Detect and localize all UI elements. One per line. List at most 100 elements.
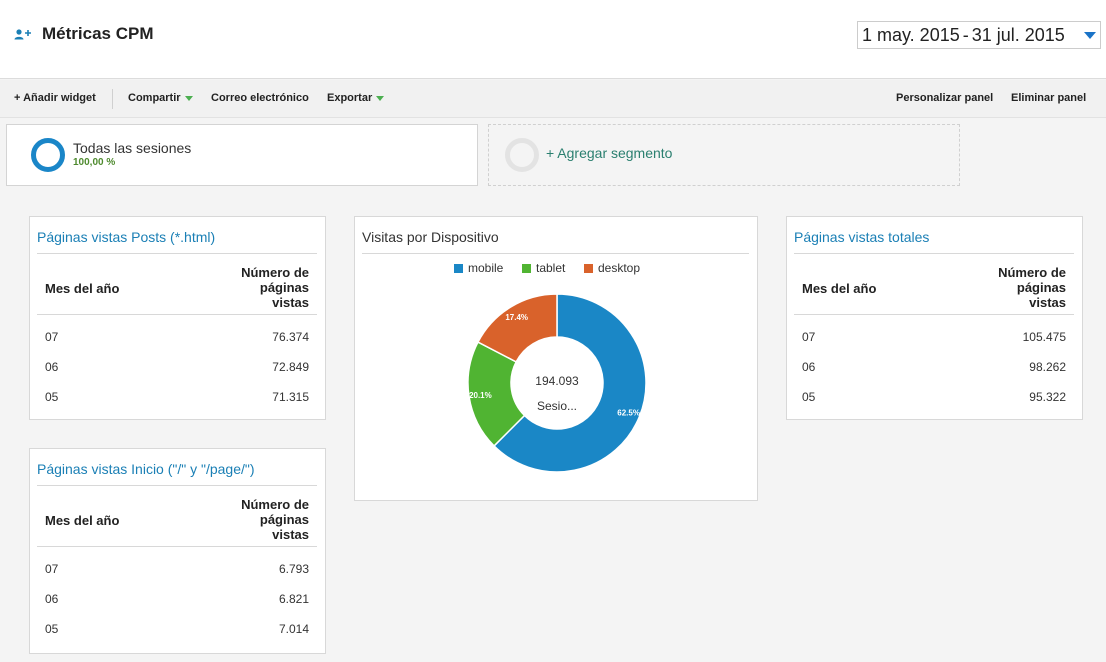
column-header-line: vistas [272, 527, 309, 542]
legend-item-mobile[interactable]: mobile [454, 261, 503, 275]
table-row: 06 98.262 [794, 352, 1074, 382]
date-start: 1 may. 2015 [862, 24, 960, 45]
device-donut-chart: 62.5% 20.1% 17.4% 194.093 Sesio... [467, 293, 647, 473]
widget-posts-pageviews: Páginas vistas Posts (*.html) Mes del añ… [29, 216, 326, 420]
legend-item-desktop[interactable]: desktop [584, 261, 640, 275]
donut-slice-label: 17.4% [505, 313, 528, 322]
chevron-down-icon [184, 95, 193, 101]
column-header-line: Número de [998, 265, 1066, 280]
cell-month: 05 [802, 390, 816, 404]
cell-value: 6.821 [278, 592, 309, 606]
column-header-line: páginas [1016, 280, 1066, 295]
column-header-month[interactable]: Mes del año [802, 281, 877, 296]
cell-value: 7.014 [278, 622, 309, 636]
cell-value: 76.374 [272, 330, 309, 344]
add-user-icon[interactable] [14, 27, 32, 41]
cell-month: 07 [802, 330, 816, 344]
share-label: Compartir [128, 92, 181, 104]
table-row: 07 105.475 [794, 322, 1074, 352]
share-menu-button[interactable]: Compartir [128, 92, 193, 104]
column-header-pageviews[interactable]: Número de páginas vistas [199, 265, 309, 310]
column-header-line: páginas [259, 512, 309, 527]
toolbar-divider [112, 89, 113, 109]
cell-month: 07 [45, 562, 59, 576]
date-end: 31 jul. 2015 [971, 24, 1065, 45]
column-header-pageviews[interactable]: Número de páginas vistas [956, 265, 1066, 310]
divider [37, 253, 317, 254]
table-row: 05 7.014 [37, 614, 317, 644]
header-divider [794, 314, 1074, 315]
cell-value: 72.849 [272, 360, 309, 374]
legend-swatch [584, 264, 593, 273]
cell-value: 71.315 [272, 390, 309, 404]
legend-item-tablet[interactable]: tablet [522, 261, 565, 275]
widget-title[interactable]: Páginas vistas totales [794, 229, 930, 245]
legend-swatch [522, 264, 531, 273]
donut-slice-desktop[interactable] [476, 293, 558, 363]
cell-month: 06 [45, 360, 59, 374]
add-segment-label: + Agregar segmento [546, 145, 673, 161]
legend-label: tablet [536, 261, 566, 275]
add-segment-button[interactable]: + Agregar segmento [488, 124, 960, 186]
cell-value: 98.262 [1029, 360, 1066, 374]
widget-device-visits: Visitas por Dispositivo mobile tablet de… [354, 216, 758, 501]
table-row: 07 6.793 [37, 554, 317, 584]
divider [794, 253, 1074, 254]
divider [362, 253, 749, 254]
cell-month: 06 [802, 360, 816, 374]
cell-value: 95.322 [1029, 390, 1066, 404]
dashboard-toolbar: + Añadir widget Compartir Correo electró… [0, 80, 1106, 118]
donut-center-label: Sesio... [537, 399, 577, 413]
donut-slice-mobile[interactable] [493, 293, 647, 473]
segment-ring-icon [31, 138, 65, 172]
table-row: 06 6.821 [37, 584, 317, 614]
column-header-line: páginas [259, 280, 309, 295]
active-segment[interactable]: Todas las sesiones 100,00 % [6, 124, 478, 186]
table-row: 05 71.315 [37, 382, 317, 412]
customize-dashboard-button[interactable]: Personalizar panel [896, 92, 994, 104]
cell-month: 07 [45, 330, 59, 344]
cell-value: 105.475 [1022, 330, 1066, 344]
header-bar: Métricas CPM 1 may. 2015 - 31 jul. 2015 [0, 0, 1106, 79]
column-header-month[interactable]: Mes del año [45, 513, 120, 528]
add-widget-button[interactable]: + Añadir widget [14, 92, 96, 104]
cell-month: 05 [45, 622, 59, 636]
column-header-line: Número de [241, 497, 309, 512]
chevron-down-icon[interactable] [1084, 32, 1096, 39]
column-header-month[interactable]: Mes del año [45, 281, 120, 296]
email-button[interactable]: Correo electrónico [211, 92, 309, 104]
column-header-line: Número de [241, 265, 309, 280]
legend-label: mobile [468, 261, 504, 275]
donut-slice-label: 62.5% [617, 409, 640, 418]
column-header-line: vistas [1029, 295, 1066, 310]
table-row: 05 95.322 [794, 382, 1074, 412]
legend-swatch [454, 264, 463, 273]
donut-center-value: 194.093 [535, 374, 579, 388]
widget-title[interactable]: Visitas por Dispositivo [362, 229, 499, 245]
page-title: Métricas CPM [42, 24, 154, 43]
export-label: Exportar [327, 92, 373, 104]
header-divider [37, 314, 317, 315]
widget-home-pageviews: Páginas vistas Inicio ("/" y "/page/") M… [29, 448, 326, 654]
widget-total-pageviews: Páginas vistas totales Mes del año Númer… [786, 216, 1083, 420]
divider [37, 485, 317, 486]
cell-value: 6.793 [278, 562, 309, 576]
empty-segment-ring-icon [505, 138, 539, 172]
chevron-down-icon [376, 95, 385, 101]
cell-month: 05 [45, 390, 59, 404]
cell-month: 06 [45, 592, 59, 606]
date-range-picker[interactable]: 1 may. 2015 - 31 jul. 2015 [857, 21, 1101, 49]
segment-name: Todas las sesiones [73, 140, 192, 156]
table-row: 06 72.849 [37, 352, 317, 382]
export-menu-button[interactable]: Exportar [327, 92, 385, 104]
date-separator: - [962, 24, 969, 45]
segment-percentage: 100,00 % [73, 157, 116, 168]
legend-label: desktop [598, 261, 641, 275]
column-header-pageviews[interactable]: Número de páginas vistas [199, 497, 309, 542]
donut-slice-label: 20.1% [469, 391, 492, 400]
widget-title[interactable]: Páginas vistas Inicio ("/" y "/page/") [37, 461, 255, 477]
header-divider [37, 546, 317, 547]
table-row: 07 76.374 [37, 322, 317, 352]
widget-title[interactable]: Páginas vistas Posts (*.html) [37, 229, 216, 245]
delete-dashboard-button[interactable]: Eliminar panel [1011, 92, 1087, 104]
